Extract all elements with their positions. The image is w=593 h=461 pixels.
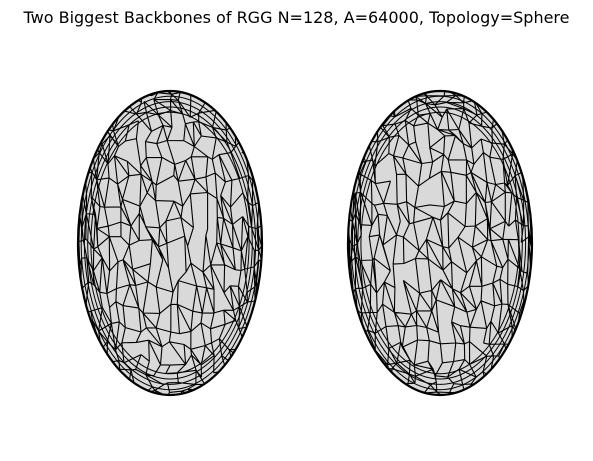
rim-edge-ring [357,106,523,380]
figure-title: Two Biggest Backbones of RGG N=128, A=64… [23,8,570,27]
rim-edge-ring [353,101,527,385]
rim-edge-ring [87,106,253,380]
rim-edge-ring [350,95,530,391]
backbone-2-sphere [346,89,534,397]
rim-edge-ring [90,111,250,375]
rim-edge-ring [80,95,260,391]
rim-edge-ring [83,101,257,385]
rim-edge-ring [360,111,520,375]
sphere-outline [76,89,264,397]
backbone-1-sphere [76,89,264,397]
sphere-outline [346,89,534,397]
sphere-surface [348,91,532,395]
